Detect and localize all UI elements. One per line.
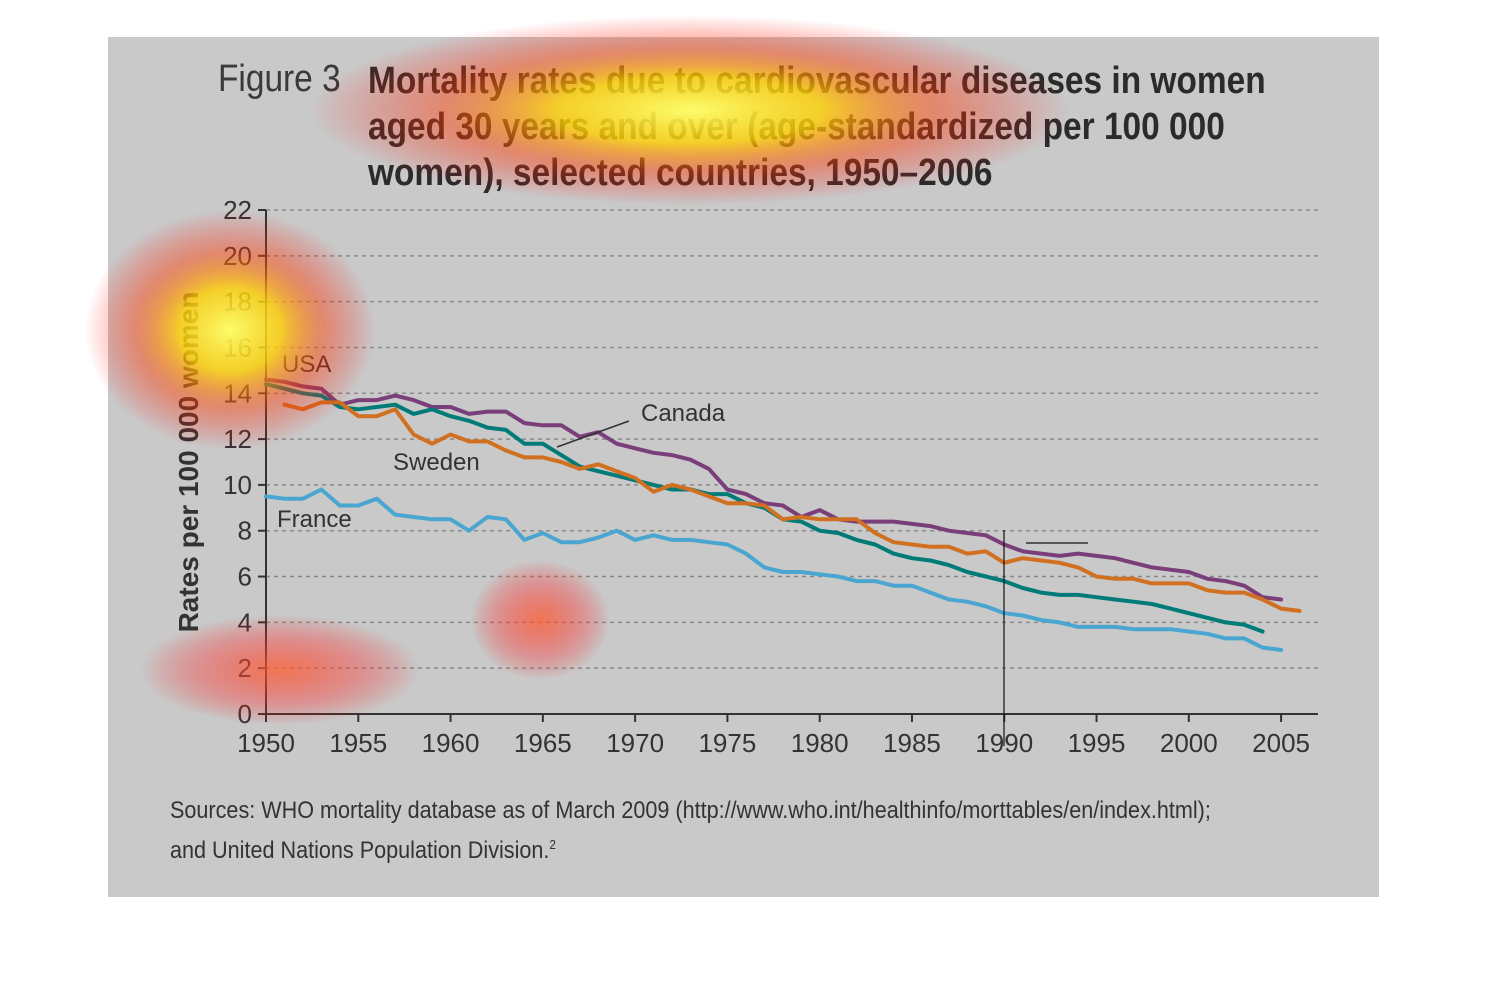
series-line-usa <box>264 377 1284 602</box>
sources-line-1: Sources: WHO mortality database as of Ma… <box>170 797 1211 824</box>
x-tick-label: 1980 <box>791 728 849 758</box>
y-tick-label: 22 <box>223 195 252 225</box>
x-tick-label: 1970 <box>606 728 664 758</box>
y-tick-label: 6 <box>238 562 252 592</box>
y-ticks: 0 2 4 6 8 10 12 14 16 18 20 22 <box>223 195 266 729</box>
y-tick-label: 12 <box>223 424 252 454</box>
x-tick-label: 1950 <box>237 728 295 758</box>
x-tick-label: 1995 <box>1068 728 1126 758</box>
y-tick-label: 8 <box>238 516 252 546</box>
x-tick-label: 1965 <box>514 728 572 758</box>
sources-note: Sources: WHO mortality database as of Ma… <box>170 794 1250 868</box>
y-tick-label: 14 <box>223 378 252 408</box>
canada-leader-line <box>556 420 630 448</box>
series-line-france <box>264 487 1284 652</box>
series-label-france: France <box>277 506 352 533</box>
x-tick-label: 2005 <box>1252 728 1310 758</box>
y-tick-label: 2 <box>238 653 252 683</box>
series-label-canada: Canada <box>641 400 726 427</box>
y-tick-label: 4 <box>238 607 252 637</box>
x-tick-label: 1985 <box>883 728 941 758</box>
y-tick-label: 16 <box>223 332 252 362</box>
x-tick-label: 1955 <box>329 728 387 758</box>
series-label-sweden: Sweden <box>393 449 480 476</box>
y-tick-label: 0 <box>238 699 252 729</box>
x-tick-label: 1975 <box>698 728 756 758</box>
y-tick-label: 10 <box>223 470 252 500</box>
series-line-sweden <box>282 400 1302 613</box>
y-axis-label: Rates per 100 000 women <box>173 292 204 633</box>
series-label-usa: USA <box>282 351 331 378</box>
y-tick-label: 20 <box>223 241 252 271</box>
series-lines <box>264 377 1302 652</box>
sources-line-2-wrap: and United Nations Population Division.2 <box>170 828 1250 868</box>
y-tick-label: 18 <box>223 287 252 317</box>
x-tick-label: 2000 <box>1160 728 1218 758</box>
x-ticks: 1950 1955 1960 1965 1970 1975 1980 1985 1990 1995… <box>237 714 1310 758</box>
sources-footnote: 2 <box>549 837 556 852</box>
sources-line-2: and United Nations Population Division. <box>170 837 550 864</box>
x-tick-label: 1960 <box>422 728 480 758</box>
